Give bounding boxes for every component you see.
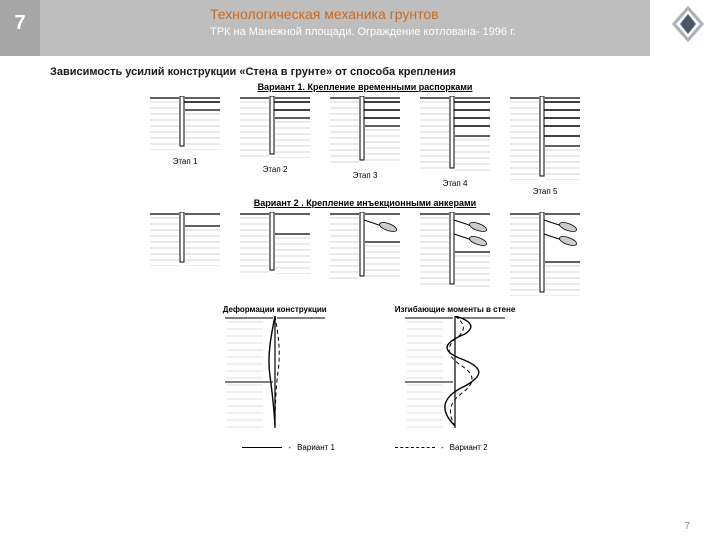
stage [150, 212, 220, 301]
stage-label: Этап 3 [330, 171, 400, 180]
stage-label: Этап 1 [150, 157, 220, 166]
slide-number-box: 7 [0, 0, 40, 56]
variant2-title: Вариант 2 . Крепление инъекционными анке… [50, 198, 680, 208]
legend: - Вариант 1 - Вариант 2 [50, 443, 680, 452]
stage-diagram [420, 96, 490, 172]
stage-label: Этап 5 [510, 187, 580, 196]
legend-v1-label: Вариант 1 [297, 443, 335, 452]
stage [510, 212, 580, 301]
moment-chart [395, 316, 515, 432]
stage-diagram [330, 212, 400, 280]
page-number: 7 [684, 521, 690, 532]
content-area: Зависимость усилий конструкции «Стена в … [0, 56, 720, 452]
variant1-title: Вариант 1. Крепление временными распорка… [50, 82, 680, 92]
stage: Этап 3 [330, 96, 400, 196]
stage-diagram [240, 212, 310, 274]
header-bar: Технологическая механика грунтов ТРК на … [40, 0, 650, 56]
content-title: Зависимость усилий конструкции «Стена в … [50, 66, 680, 78]
moment-title: Изгибающие моменты в стене [395, 305, 516, 314]
stage: Этап 2 [240, 96, 310, 196]
stage-diagram [150, 96, 220, 150]
deformation-title: Деформации конструкции [215, 305, 335, 314]
curves-row: Деформации конструкции Изгибающие момент… [50, 305, 680, 437]
header-subtitle: ТРК на Манежной площади. Ограждение котл… [210, 26, 650, 38]
stage-label: Этап 4 [420, 179, 490, 188]
header-title: Технологическая механика грунтов [210, 6, 650, 22]
legend-v1: - Вариант 1 [242, 443, 335, 452]
stage [240, 212, 310, 301]
stage-diagram [510, 96, 580, 180]
stage-diagram [150, 212, 220, 266]
stage [330, 212, 400, 301]
stage-label: Этап 2 [240, 165, 310, 174]
deformation-block: Деформации конструкции [215, 305, 335, 437]
stage-diagram [330, 96, 400, 164]
logo-icon [670, 6, 706, 47]
stage: Этап 5 [510, 96, 580, 196]
deformation-chart [215, 316, 335, 432]
stage [420, 212, 490, 301]
legend-v2-label: Вариант 2 [450, 443, 488, 452]
moment-block: Изгибающие моменты в стене [395, 305, 516, 437]
stage: Этап 4 [420, 96, 490, 196]
stage: Этап 1 [150, 96, 220, 196]
slide-number: 7 [14, 12, 25, 35]
slide-header: 7 Технологическая механика грунтов ТРК н… [0, 0, 720, 56]
stage-diagram [420, 212, 490, 288]
legend-v2: - Вариант 2 [395, 443, 488, 452]
variant2-stages [50, 212, 680, 301]
variant1-stages: Этап 1 Этап 2 Этап 3 Этап 4 Этап 5 [50, 96, 680, 196]
stage-diagram [240, 96, 310, 158]
stage-diagram [510, 212, 580, 296]
